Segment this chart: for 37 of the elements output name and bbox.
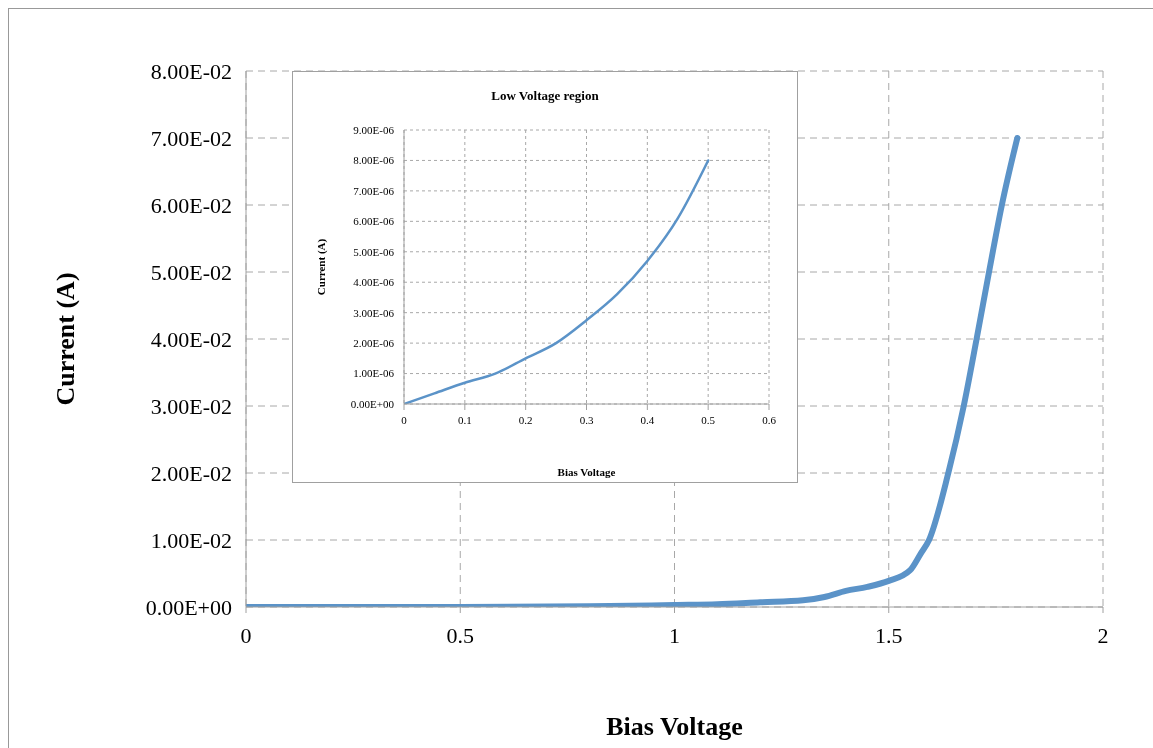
y-axis-title: Current (A)	[314, 238, 328, 296]
x-axis-title: Bias Voltage	[606, 712, 743, 741]
y-tick-label: 7.00E-06	[353, 184, 395, 197]
line-series	[404, 159, 710, 404]
x-tick-label: 0.4	[640, 413, 655, 426]
x-axis-title: Bias Voltage	[557, 466, 616, 478]
y-tick-label: 6.00E-06	[353, 215, 395, 228]
y-tick-label: 4.00E-02	[150, 326, 232, 352]
y-tick-label: 6.00E-02	[150, 192, 232, 218]
x-tick-label: 0.5	[446, 622, 474, 648]
x-tick-label: 0.3	[579, 413, 594, 426]
y-tick-label: 8.00E-02	[150, 58, 232, 84]
x-tick-label: 1	[669, 622, 680, 648]
y-axis-title: Current (A)	[51, 272, 81, 406]
x-tick-label: 0.6	[762, 413, 777, 426]
x-tick-label: 0.2	[518, 413, 533, 426]
y-tick-label: 1.00E-06	[353, 367, 395, 380]
x-tick-label: 0	[401, 413, 408, 426]
x-tick-label: 1.5	[875, 622, 903, 648]
y-tick-label: 1.00E-02	[150, 527, 232, 553]
x-tick-label: 0	[240, 622, 252, 648]
x-tick-label: 0.5	[701, 413, 716, 426]
y-tick-label: 3.00E-06	[353, 306, 395, 319]
chart-title: Low Voltage region	[490, 88, 600, 104]
y-tick-label: 0.00E+00	[145, 594, 232, 620]
y-tick-label: 5.00E-06	[353, 245, 395, 258]
y-tick-label: 3.00E-02	[150, 393, 232, 419]
x-tick-label: 2	[1097, 622, 1109, 648]
y-tick-label: 4.00E-06	[353, 276, 395, 289]
y-tick-label: 0.00E+00	[350, 397, 395, 410]
y-tick-label: 2.00E-06	[353, 337, 395, 350]
x-tick-label: 0.1	[457, 413, 472, 426]
y-tick-label: 7.00E-02	[150, 125, 232, 151]
y-tick-label: 8.00E-06	[353, 154, 395, 167]
y-tick-label: 5.00E-02	[150, 259, 232, 285]
y-tick-label: 9.00E-06	[353, 123, 395, 136]
y-tick-label: 2.00E-02	[150, 460, 232, 486]
